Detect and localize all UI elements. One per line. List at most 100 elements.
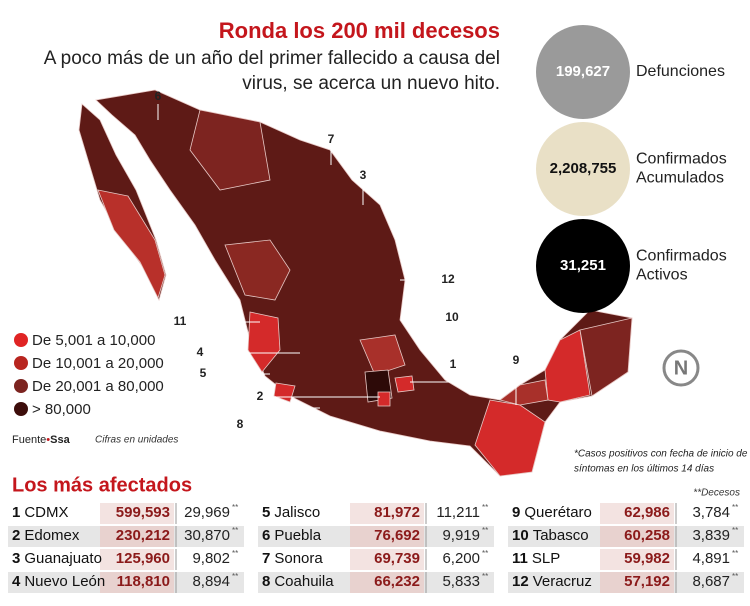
row-deaths: 5,833 [442, 573, 480, 590]
leader-line [410, 372, 454, 383]
row-deaths: 3,839 [692, 527, 730, 544]
row-state-name: Sonora [274, 550, 323, 567]
row-rank: 10 [512, 527, 529, 544]
cases-cell [350, 549, 424, 570]
map-label: 3 [360, 168, 367, 182]
stat-value: 2,208,755 [550, 160, 617, 177]
row-state: 5 Jalisco [262, 504, 320, 521]
row-cases: 118,810 [117, 573, 170, 590]
title: Ronda los 200 mil decesos [219, 18, 500, 43]
stat-label: Activos [636, 267, 688, 284]
row-state: 1 CDMX [12, 504, 69, 521]
leader-line [418, 326, 453, 346]
row-state: 11 SLP [512, 550, 560, 567]
legend-swatch [14, 402, 28, 416]
row-mark: ** [232, 503, 238, 512]
row-cases: 69,739 [374, 550, 420, 567]
stat-label: Acumulados [636, 170, 724, 187]
deaths-note: **Decesos [693, 488, 740, 499]
map-region [377, 391, 391, 407]
table-title: Los más afectados [12, 474, 192, 496]
cases-cell [350, 572, 424, 593]
map-label: 1 [450, 357, 457, 371]
source-note: Cifras en unidades [95, 435, 178, 446]
row-mark: ** [482, 526, 488, 535]
row-cases: 125,960 [116, 550, 170, 567]
logo-circle [662, 349, 700, 387]
map-label: 11 [174, 314, 187, 328]
row-deaths: 4,891 [692, 550, 730, 567]
legend-label: De 5,001 a 10,000 [32, 332, 155, 349]
row-rank: 11 [512, 550, 528, 567]
row-cases: 230,212 [116, 527, 170, 544]
legend-swatch [14, 356, 28, 370]
row-mark: ** [482, 549, 488, 558]
cases-cell [100, 572, 174, 593]
map-region [247, 311, 281, 373]
row-cases: 76,692 [374, 527, 420, 544]
footnote: *Casos positivos con fecha de inicio de [574, 449, 748, 460]
row-rank: 12 [512, 573, 529, 590]
map-region [273, 382, 296, 403]
cases-cell [100, 503, 174, 524]
row-deaths: 9,802 [192, 550, 230, 567]
row-state-name: SLP [532, 550, 560, 567]
row-rank: 1 [12, 504, 20, 521]
row-state-name: Guanajuato [24, 550, 102, 567]
map-region [579, 317, 633, 397]
legend-label: > 80,000 [32, 401, 91, 418]
cases-cell [600, 503, 674, 524]
map-region [189, 109, 271, 191]
row-mark: ** [732, 549, 738, 558]
map-region [224, 239, 291, 301]
cases-cell [600, 549, 674, 570]
stat-circle [536, 25, 630, 119]
row-deaths: 29,969 [184, 504, 230, 521]
row-mark: ** [482, 503, 488, 512]
stat-label: Defunciones [636, 63, 725, 80]
row-state: 12 Veracruz [512, 573, 592, 590]
row-state: 8 Coahuila [262, 573, 334, 590]
row-mark: ** [732, 503, 738, 512]
row-mark: ** [232, 572, 238, 581]
row-deaths: 11,211 [436, 504, 480, 521]
row-state: 2 Edomex [12, 527, 80, 544]
row-state: 10 Tabasco [512, 527, 589, 544]
map-label: 7 [328, 132, 335, 146]
row-deaths: 8,687 [692, 573, 730, 590]
row-deaths: 6,200 [442, 550, 480, 567]
row-rank: 8 [262, 573, 270, 590]
footnote: síntomas en los últimos 14 días [574, 464, 714, 475]
stat-label: Confirmados [636, 151, 727, 168]
row-state-name: Jalisco [274, 504, 320, 521]
row-state-name: Puebla [274, 527, 321, 544]
row-state-name: Veracruz [533, 573, 592, 590]
map-region [394, 375, 415, 393]
stat-value: 31,251 [560, 257, 606, 274]
cases-cell [350, 526, 424, 547]
leader-line [239, 407, 320, 418]
map-region [359, 334, 406, 376]
row-state-name: Querétaro [524, 504, 592, 521]
row-deaths: 3,784 [692, 504, 730, 521]
stat-circle [536, 219, 630, 313]
row-deaths: 9,919 [442, 527, 480, 544]
map-label: 10 [445, 310, 459, 324]
row-mark: ** [232, 549, 238, 558]
map-leaders [157, 104, 517, 418]
row-cases: 62,986 [624, 504, 670, 521]
cases-cell [350, 503, 424, 524]
row-cases: 59,982 [624, 550, 670, 567]
cases-cell [100, 526, 174, 547]
map-label: 2 [257, 389, 264, 403]
row-cases: 57,192 [624, 573, 670, 590]
row-state-name: Nuevo León [24, 573, 105, 590]
stat-circle [536, 122, 630, 216]
row-rank: 7 [262, 550, 270, 567]
row-state: 7 Sonora [262, 550, 323, 567]
row-cases: 599,593 [116, 504, 170, 521]
row-mark: ** [232, 526, 238, 535]
row-state-name: Coahuila [274, 573, 334, 590]
